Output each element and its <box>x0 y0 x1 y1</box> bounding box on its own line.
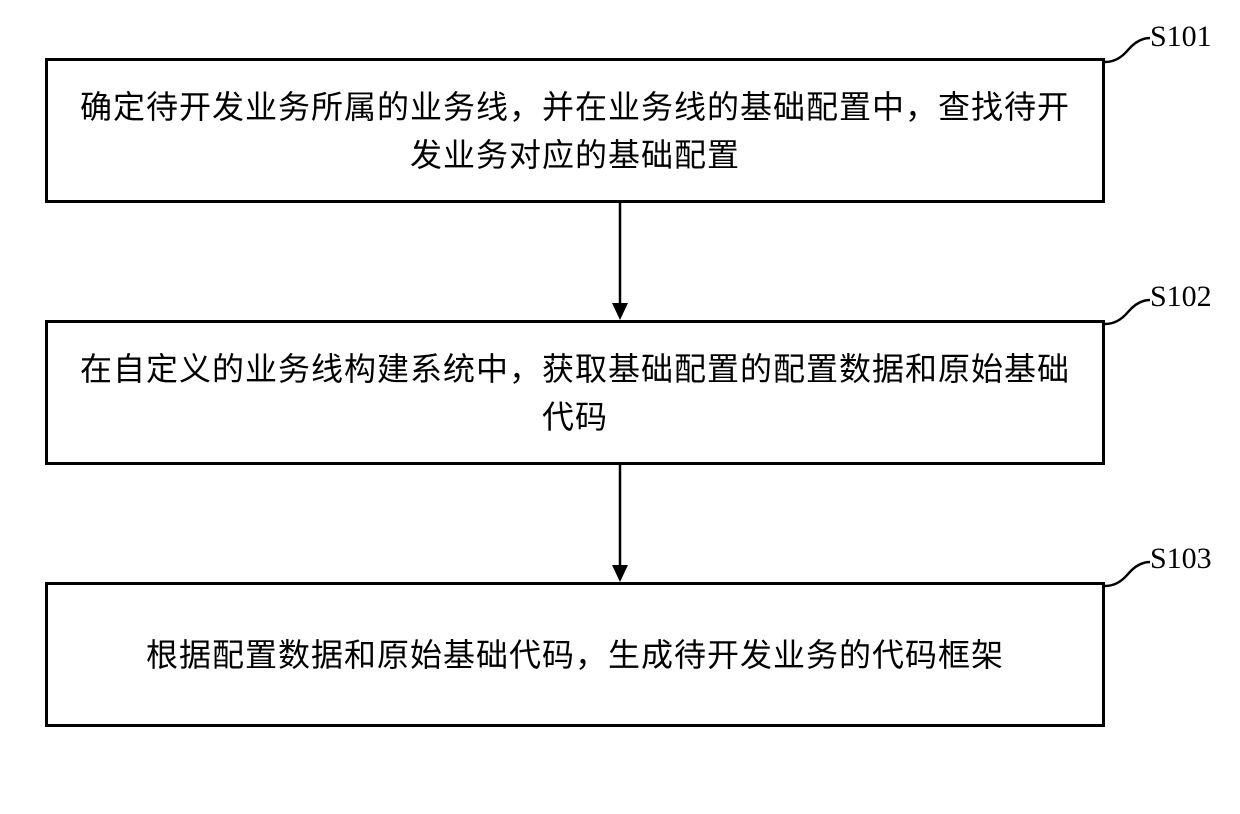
step-2-label: S102 <box>1150 280 1212 314</box>
flowchart-step-2: 在自定义的业务线构建系统中，获取基础配置的配置数据和原始基础代码 <box>45 320 1105 465</box>
step-3-label: S103 <box>1150 542 1212 576</box>
flowchart-step-1: 确定待开发业务所属的业务线，并在业务线的基础配置中，查找待开发业务对应的基础配置 <box>45 58 1105 203</box>
arrow-1-to-2 <box>605 203 635 320</box>
step-3-text: 根据配置数据和原始基础代码，生成待开发业务的代码框架 <box>146 631 1004 679</box>
arrow-2-to-3 <box>605 465 635 582</box>
flowchart-step-3: 根据配置数据和原始基础代码，生成待开发业务的代码框架 <box>45 582 1105 727</box>
step-1-text: 确定待开发业务所属的业务线，并在业务线的基础配置中，查找待开发业务对应的基础配置 <box>78 83 1072 179</box>
flowchart-container: 确定待开发业务所属的业务线，并在业务线的基础配置中，查找待开发业务对应的基础配置… <box>0 0 1240 814</box>
step-2-text: 在自定义的业务线构建系统中，获取基础配置的配置数据和原始基础代码 <box>78 345 1072 441</box>
step-1-label: S101 <box>1150 20 1212 54</box>
